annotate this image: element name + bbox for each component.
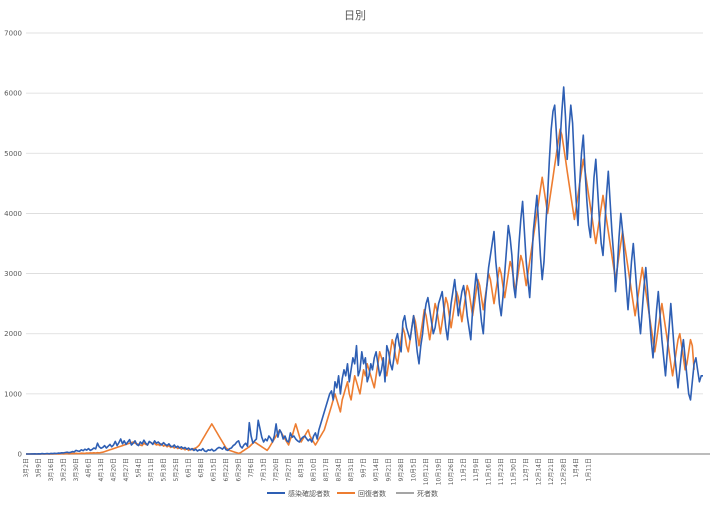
gridlines: [26, 32, 703, 455]
x-tick-label: 7月27日: [286, 458, 293, 481]
x-tick-label: 6月8日: [198, 458, 205, 478]
x-tick-label: 7月6日: [248, 458, 255, 478]
x-tick-label: 9月7日: [361, 458, 368, 478]
x-tick-label: 11月16日: [486, 458, 493, 485]
x-tick-label: 12月7日: [523, 458, 530, 481]
x-tick-label: 6月29日: [236, 458, 243, 481]
series-lines: [26, 86, 710, 455]
x-tick-label: 8月17日: [323, 458, 330, 481]
x-tick-label: 7月13日: [261, 458, 268, 481]
x-tick-label: 11月23日: [498, 458, 505, 485]
x-tick-label: 8月3日: [298, 458, 305, 478]
x-tick-label: 5月18日: [161, 458, 168, 481]
x-tick-label: 8月24日: [336, 458, 343, 481]
series-line-0: [26, 86, 703, 455]
y-tick-label: 6000: [4, 90, 22, 98]
x-tick-label: 3月2日: [23, 458, 30, 478]
x-tick-label: 6月15日: [211, 458, 218, 481]
x-tick-label: 10月5日: [411, 458, 418, 481]
x-tick-label: 5月4日: [136, 458, 143, 478]
x-tick-label: 3月30日: [73, 458, 80, 481]
legend-label-confirmed: 感染確認者数: [288, 489, 330, 498]
x-tick-label: 1月4日: [573, 458, 580, 478]
x-tick-label: 3月16日: [48, 458, 55, 481]
x-tick-label: 4月27日: [123, 458, 130, 481]
y-tick-label: 3000: [4, 270, 22, 278]
x-tick-label: 10月19日: [436, 458, 443, 485]
x-tick-label: 5月25日: [173, 458, 180, 481]
x-tick-label: 9月28日: [398, 458, 405, 481]
x-tick-label: 12月14日: [536, 458, 543, 485]
x-tick-label: 1月11日: [586, 458, 593, 481]
x-tick-label: 7月20日: [273, 458, 280, 481]
y-tick-label: 4000: [4, 210, 22, 218]
x-tick-label: 11月30日: [511, 458, 518, 485]
x-tick-label: 4月13日: [98, 458, 105, 481]
legend-label-deaths: 死者数: [417, 489, 438, 498]
x-tick-label: 12月21日: [548, 458, 555, 485]
y-tick-label: 0: [18, 451, 22, 459]
y-tick-label: 2000: [4, 330, 22, 338]
x-tick-label: 11月9日: [473, 458, 480, 481]
x-tick-label: 10月12日: [423, 458, 430, 485]
x-tick-label: 9月21日: [386, 458, 393, 481]
y-tick-label: 5000: [4, 150, 22, 158]
x-tick-label: 8月10日: [311, 458, 318, 481]
x-tick-label: 5月11日: [148, 458, 155, 481]
chart-title: 日別: [344, 9, 366, 22]
x-tick-label: 6月1日: [186, 458, 193, 478]
x-tick-label: 4月6日: [86, 458, 93, 478]
x-tick-label: 11月2日: [461, 458, 468, 481]
y-tick-label: 1000: [4, 390, 22, 398]
legend: 感染確認者数 回復者数 死者数: [267, 489, 438, 498]
x-axis-tick-labels: 3月2日 3月9日 3月16日 3月23日 3月30日 4月6日 4月13日 4月20日 4月2…: [23, 458, 593, 485]
x-tick-label: 12月28日: [561, 458, 568, 485]
y-tick-label: 7000: [4, 30, 22, 38]
x-tick-label: 9月14日: [373, 458, 380, 481]
legend-label-recovered: 回復者数: [358, 489, 386, 498]
x-tick-label: 8月31日: [348, 458, 355, 481]
x-tick-label: 3月23日: [61, 458, 68, 481]
y-axis-tick-labels: 0 1000 2000 3000 4000 5000 6000 7000: [4, 30, 22, 459]
x-tick-label: 3月9日: [36, 458, 43, 478]
x-tick-label: 4月20日: [111, 458, 118, 481]
x-tick-label: 6月22日: [223, 458, 230, 481]
x-tick-label: 10月26日: [448, 458, 455, 485]
